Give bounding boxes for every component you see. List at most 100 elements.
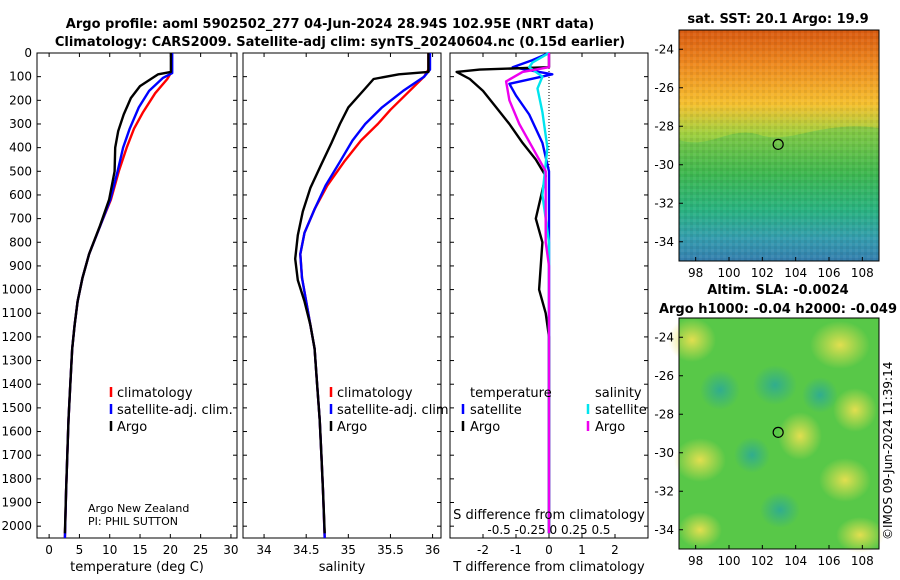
temperature-xtick-label: 5 [76, 543, 84, 557]
difference-top-xlabel: S difference from climatology [453, 508, 645, 523]
legend-label: Argo [337, 420, 367, 435]
sla-blob [836, 517, 884, 553]
ytick-label: 1900 [1, 496, 32, 510]
map-ytick-label: -28 [654, 119, 674, 133]
salinity-panel: 34 34.5 35 35.5 36 climatology satellite-adj. … [242, 52, 453, 575]
sla-argo-marker [772, 426, 784, 438]
ytick-label: 200 [9, 93, 32, 107]
legend-label: satellite-adj. clim. [117, 403, 233, 418]
sla-blob [700, 370, 740, 410]
ytick-label: 800 [9, 235, 32, 249]
legend-label: Argo [470, 420, 500, 435]
map-xtick-label: 104 [784, 554, 807, 568]
ytick-label: 1000 [1, 283, 32, 297]
salinity-xtick-label: 35.5 [377, 543, 404, 557]
ytick-label: 1300 [1, 354, 32, 368]
sla-blob [674, 438, 726, 482]
map-ytick-label: -34 [654, 235, 674, 249]
sla-blob [810, 321, 870, 369]
map-xtick-label: 108 [851, 266, 874, 280]
temperature-xtick-label: 10 [102, 543, 117, 557]
sla-map-frame [678, 317, 880, 550]
sla-blob [760, 492, 800, 528]
difference-xtick-label: 0 [545, 543, 553, 557]
legend-label: satellite [470, 403, 522, 418]
figure-title-line2: Climatology: CARS2009. Satellite-adj cli… [55, 35, 625, 50]
sla-map-title: Altim. SLA: -0.0024 [707, 283, 848, 298]
map-xtick-label: 100 [718, 554, 741, 568]
temperature-xtick-label: 0 [45, 543, 53, 557]
map-ytick-label: -30 [654, 446, 674, 460]
legend-label: satellite [595, 403, 647, 418]
float-info-line2: PI: PHIL SUTTON [88, 515, 178, 528]
salinity-xtick-label: 35 [341, 543, 356, 557]
map-xtick-label: 106 [818, 266, 841, 280]
map-ytick-label: -26 [654, 369, 674, 383]
ytick-label: 1700 [1, 448, 32, 462]
difference-xtick-label: 2 [611, 543, 619, 557]
sla-blob [753, 365, 797, 405]
map-ytick-label: -24 [654, 330, 674, 344]
difference-xtick-label: -1 [510, 543, 522, 557]
map-ytick-label: -26 [654, 81, 674, 95]
ytick-label: 400 [9, 141, 32, 155]
legend-label: climatology [117, 386, 193, 401]
temperature-axes [36, 52, 238, 539]
legend-label: Argo [595, 420, 625, 435]
difference-xtick-label: 1 [578, 543, 586, 557]
sst-map-frame [678, 29, 880, 262]
temperature-panel: 0100200300400500600700800900100011001200… [1, 46, 238, 575]
map-xtick-label: 102 [751, 554, 774, 568]
sla-blob [778, 412, 822, 460]
temperature-xlabel: temperature (deg C) [70, 560, 204, 575]
ytick-label: 300 [9, 117, 32, 131]
temperature-series-2 [63, 53, 173, 534]
map-xtick-label: 98 [688, 554, 703, 568]
sst-map-title: sat. SST: 20.1 Argo: 19.9 [687, 12, 868, 27]
temperature-xtick-label: 20 [163, 543, 178, 557]
sla-map-subtitle: Argo h1000: -0.04 h2000: -0.049 [659, 302, 897, 317]
ytick-label: 900 [9, 259, 32, 273]
temperature-xtick-label: 15 [132, 543, 147, 557]
salinity-xtick-label: 36 [425, 543, 440, 557]
legend-header: salinity [595, 386, 642, 401]
difference-xtick-label: -2 [477, 543, 489, 557]
sla-map: Altim. SLA: -0.0024 Argo h1000: -0.04 h2… [654, 283, 897, 568]
ytick-label: 1400 [1, 377, 32, 391]
float-info-line1: Argo New Zealand [88, 502, 189, 515]
ytick-label: 600 [9, 188, 32, 202]
map-xtick-label: 106 [818, 554, 841, 568]
map-xtick-label: 104 [784, 266, 807, 280]
sla-blobs [668, 318, 884, 553]
salinity-xtick-label: 34 [256, 543, 271, 557]
ytick-label: 100 [9, 70, 32, 84]
sst-texture [679, 30, 879, 261]
ytick-label: 1800 [1, 472, 32, 486]
legend-header: temperature [470, 386, 552, 401]
sst-map: sat. SST: 20.1 Argo: 19.9 98 100 102 104 106… [654, 12, 880, 280]
salinity-diff-ticklabels: -0.5 -0.25 0 0.25 0.5 [487, 523, 610, 537]
sla-blob [734, 437, 770, 473]
sla-blob [819, 458, 871, 502]
ytick-label: 2000 [1, 519, 32, 533]
salinity-xlabel: salinity [319, 560, 366, 575]
map-ytick-label: -24 [654, 42, 674, 56]
legend-label: climatology [337, 386, 413, 401]
map-ytick-label: -32 [654, 484, 674, 498]
salinity-series-2 [294, 53, 430, 534]
map-ytick-label: -32 [654, 196, 674, 210]
map-xtick-label: 108 [851, 554, 874, 568]
ytick-label: 1600 [1, 425, 32, 439]
legend-label: Argo [117, 420, 147, 435]
ytick-label: 1100 [1, 306, 32, 320]
sla-blob [802, 377, 838, 413]
temperature-xtick-label: 25 [193, 543, 208, 557]
map-xtick-label: 100 [718, 266, 741, 280]
map-ytick-label: -28 [654, 407, 674, 421]
difference-series-1 [455, 53, 551, 534]
ytick-label: 0 [24, 46, 32, 60]
difference-panel: -2 -1 0 1 2 temperature salinity satellite Argo s… [449, 51, 649, 575]
sla-blob [668, 318, 716, 362]
sla-blob [678, 512, 722, 548]
